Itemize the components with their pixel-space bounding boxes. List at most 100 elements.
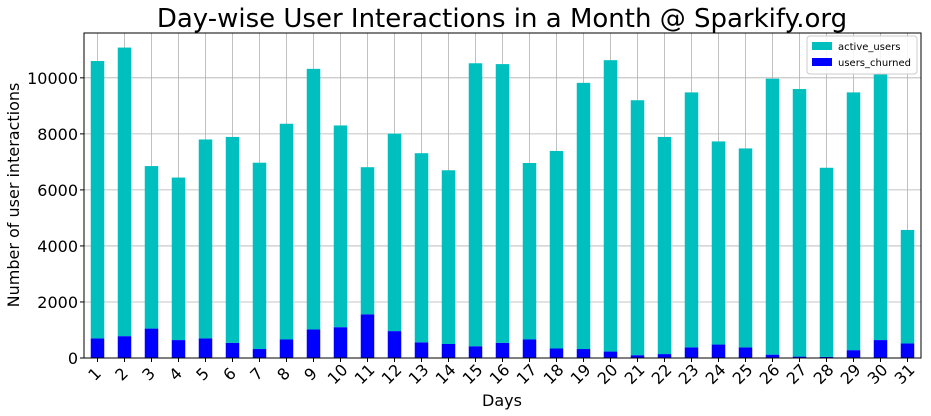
bar-active-users (711, 141, 726, 345)
x-tick-label: 15 (459, 360, 487, 388)
bar-active-users (279, 123, 294, 340)
bar-active-users (306, 68, 321, 330)
bar-active-users (684, 92, 699, 348)
bar-active-users (360, 167, 375, 315)
legend-label: active_users (838, 42, 900, 53)
bar-users-churned (495, 342, 510, 358)
legend-swatch (812, 58, 832, 66)
bar-active-users (765, 78, 780, 355)
bar-users-churned (117, 336, 132, 358)
bar-users-churned (819, 356, 834, 358)
bar-active-users (549, 150, 564, 349)
x-tick-label: 4 (165, 364, 186, 385)
x-tick-label: 13 (405, 360, 433, 388)
bar-users-churned (468, 346, 483, 358)
bar-users-churned (90, 338, 105, 358)
bars (90, 47, 915, 358)
chart-title: Day-wise User Interactions in a Month @ … (157, 4, 847, 34)
x-tick-label: 14 (432, 360, 460, 388)
x-tick-label: 6 (219, 364, 240, 385)
x-axis-label: Days (482, 391, 522, 410)
legend: active_users users_churned (806, 35, 918, 75)
x-tick-label: 21 (621, 360, 649, 388)
bar-users-churned (144, 328, 159, 358)
bar-users-churned (792, 356, 807, 358)
y-tick-label: 0 (68, 349, 78, 368)
x-tick-label: 29 (837, 360, 865, 388)
bar-users-churned (306, 329, 321, 358)
bar-users-churned (171, 340, 186, 358)
y-tick-label: 2000 (37, 293, 78, 312)
bar-users-churned (873, 340, 888, 358)
x-axis-ticks: 1 2 3 4 5 6 7 8 9 10 11 12 13 14 15 16 17 18 19 20 21 22 23 24 2… (84, 358, 919, 388)
bar-active-users (900, 229, 915, 344)
legend-box (806, 35, 918, 75)
x-tick-label: 30 (864, 360, 892, 388)
x-tick-label: 9 (300, 364, 321, 385)
bar-active-users (873, 73, 888, 341)
legend-label: users_churned (838, 58, 911, 69)
bar-users-churned (333, 327, 348, 358)
x-tick-label: 24 (702, 360, 730, 388)
bar-users-churned (738, 347, 753, 358)
x-tick-label: 12 (378, 360, 406, 388)
bar-users-churned (522, 339, 537, 358)
x-tick-label: 27 (783, 360, 811, 388)
bar-active-users (171, 177, 186, 341)
bar-users-churned (252, 349, 267, 358)
bar-active-users (468, 63, 483, 347)
bar-active-users (657, 136, 672, 355)
x-tick-label: 16 (486, 360, 514, 388)
x-tick-label: 8 (273, 364, 294, 385)
bar-users-churned (657, 354, 672, 358)
bar-active-users (387, 133, 402, 332)
y-tick-label: 4000 (37, 237, 78, 256)
bar-users-churned (198, 338, 213, 358)
bar-active-users (846, 92, 861, 351)
x-tick-label: 22 (648, 360, 676, 388)
bar-users-churned (414, 342, 429, 358)
bar-users-churned (603, 351, 618, 358)
bar-users-churned (387, 331, 402, 358)
bar-active-users (495, 64, 510, 343)
bar-active-users (117, 47, 132, 337)
bar-active-users (792, 89, 807, 357)
bar-active-users (333, 125, 348, 328)
bar-active-users (252, 162, 267, 350)
bar-users-churned (549, 348, 564, 358)
bar-users-churned (225, 342, 240, 358)
bar-active-users (819, 167, 834, 357)
bar-users-churned (711, 344, 726, 358)
bar-active-users (603, 60, 618, 352)
x-tick-label: 18 (540, 360, 568, 388)
x-tick-label: 17 (513, 360, 541, 388)
legend-swatch (812, 42, 832, 50)
bar-active-users (225, 136, 240, 343)
y-axis-label: Number of user interactions (4, 83, 23, 308)
x-tick-label: 23 (675, 360, 703, 388)
bar-active-users (576, 82, 591, 350)
x-tick-label: 2 (111, 364, 132, 385)
bar-users-churned (576, 349, 591, 358)
bar-users-churned (360, 314, 375, 358)
bar-active-users (198, 139, 213, 339)
x-tick-label: 28 (810, 360, 838, 388)
bar-users-churned (279, 339, 294, 358)
x-tick-label: 25 (729, 360, 757, 388)
x-tick-label: 31 (891, 360, 919, 388)
bar-users-churned (684, 347, 699, 358)
y-tick-label: 8000 (37, 125, 78, 144)
bar-active-users (441, 170, 456, 344)
x-tick-label: 1 (84, 364, 105, 385)
bar-active-users (414, 153, 429, 343)
bar-active-users (630, 100, 645, 356)
x-tick-label: 3 (138, 364, 159, 385)
bar-users-churned (846, 350, 861, 358)
bar-active-users (144, 166, 159, 329)
bar-users-churned (765, 354, 780, 358)
bar-active-users (522, 163, 537, 340)
x-tick-label: 10 (324, 360, 352, 388)
bar-active-users (90, 61, 105, 339)
bar-users-churned (441, 343, 456, 358)
